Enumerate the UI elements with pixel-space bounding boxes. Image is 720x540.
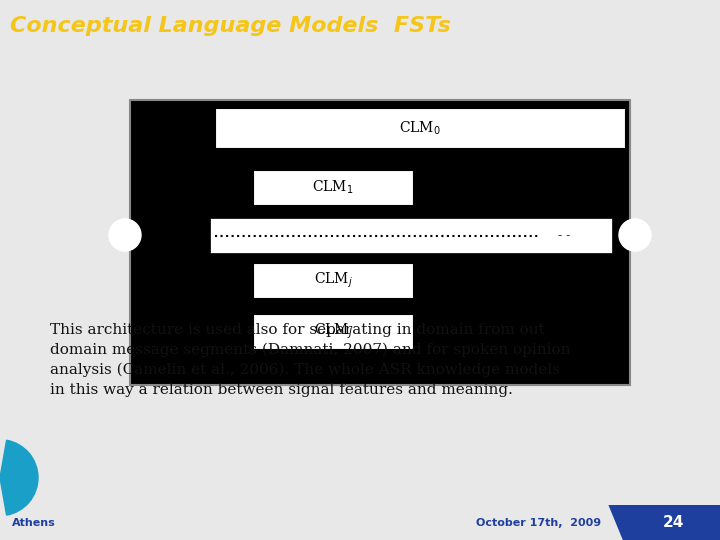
Text: CLM$_0$: CLM$_0$ [399,119,441,137]
Text: - -: - - [557,229,570,242]
FancyBboxPatch shape [253,170,413,205]
Text: 24: 24 [662,515,684,530]
FancyBboxPatch shape [210,218,612,253]
FancyBboxPatch shape [130,100,630,385]
Text: October 17th,  2009: October 17th, 2009 [476,517,601,528]
FancyBboxPatch shape [215,108,625,148]
FancyBboxPatch shape [253,263,413,298]
Circle shape [109,219,141,251]
Text: CLM$_J$: CLM$_J$ [314,322,352,341]
Text: CLM$_j$: CLM$_j$ [313,271,353,290]
Text: This architecture is used also for separating in domain from out
domain message : This architecture is used also for separ… [50,323,570,397]
Text: CLM$_1$: CLM$_1$ [312,179,354,196]
FancyBboxPatch shape [253,314,413,349]
Text: Athens: Athens [12,517,55,528]
Polygon shape [608,505,720,540]
Wedge shape [0,440,38,515]
Text: Conceptual Language Models  FSTs: Conceptual Language Models FSTs [10,16,451,36]
Circle shape [619,219,651,251]
Polygon shape [670,0,720,50]
